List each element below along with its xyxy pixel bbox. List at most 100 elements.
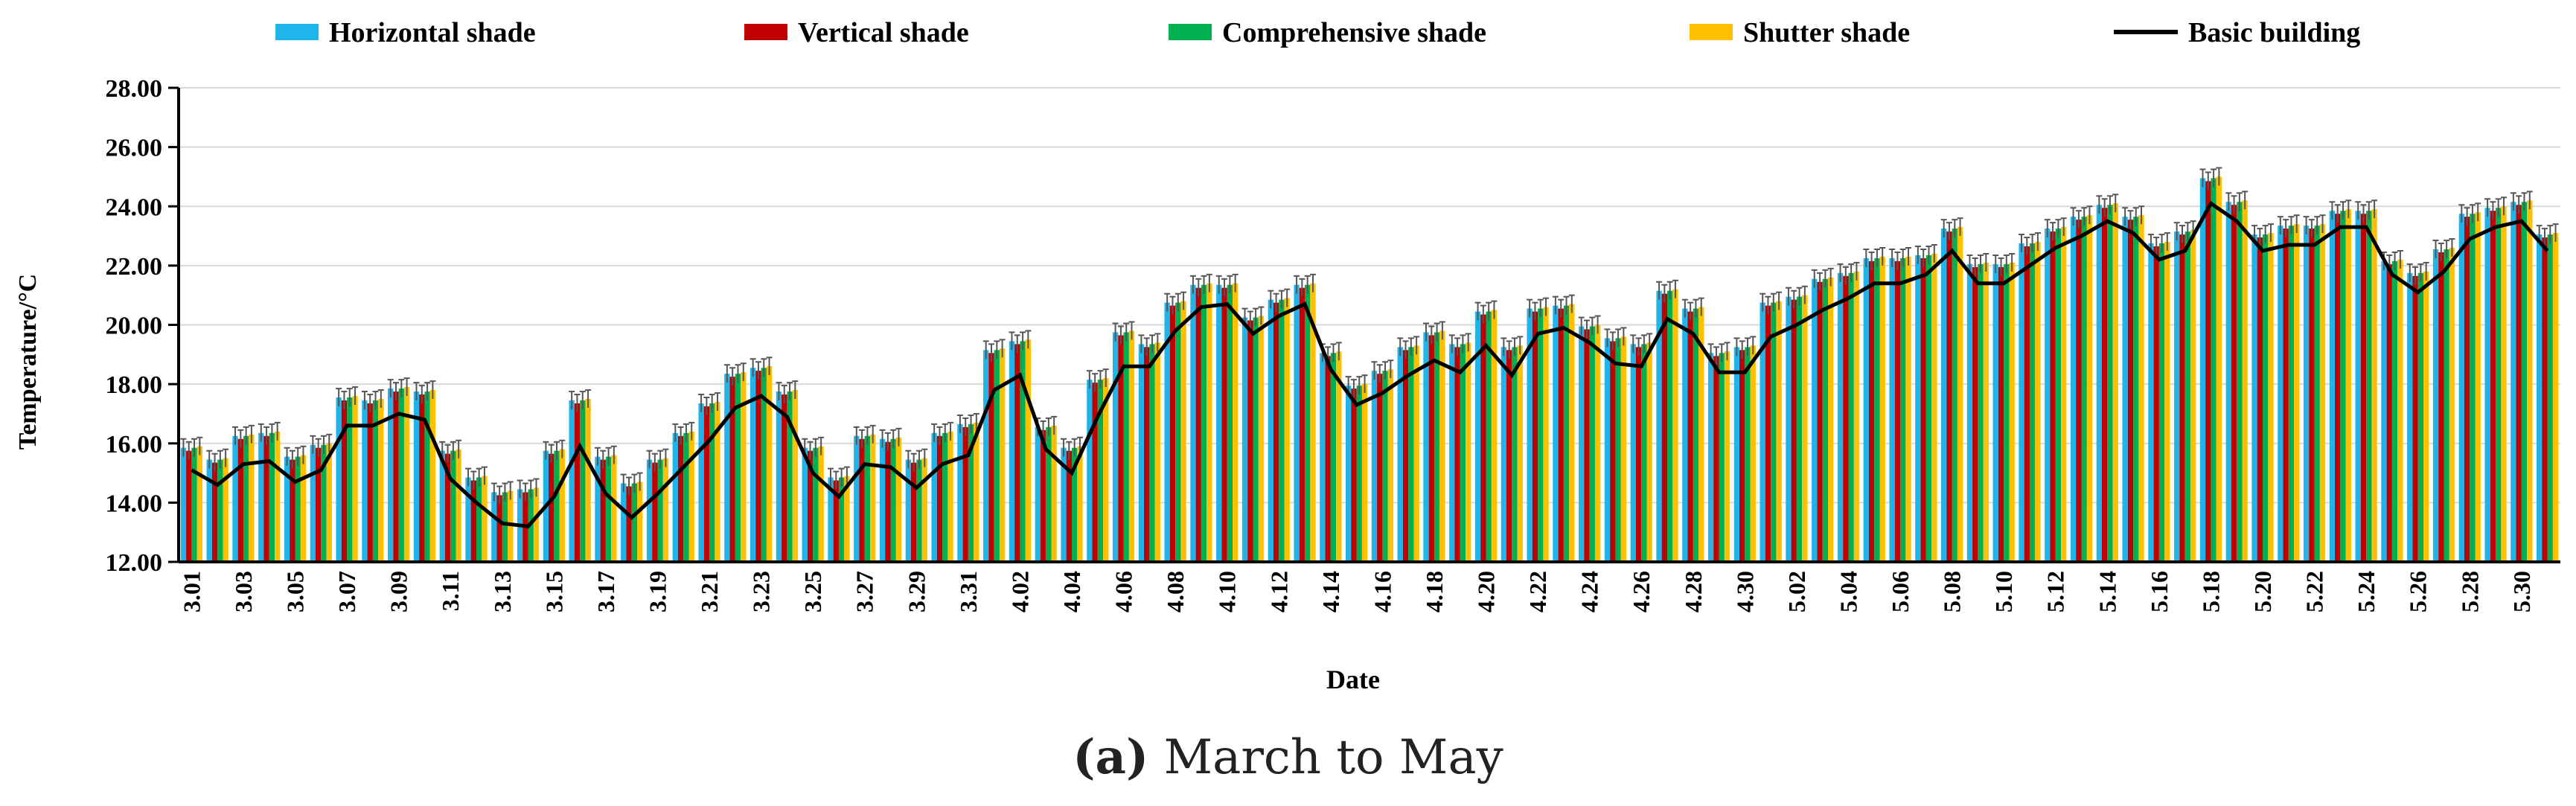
x-tick-label: 4.18 [1421, 571, 1448, 613]
bar [2158, 243, 2165, 562]
bar [1983, 262, 1989, 562]
caption-text: March to May [1148, 730, 1503, 785]
x-tick-label: 4.28 [1680, 571, 1707, 613]
bar [2335, 214, 2341, 562]
bar [2329, 211, 2336, 562]
legend-item: Vertical shade [744, 17, 969, 48]
y-tick-label: 12.00 [106, 549, 163, 577]
bar [1527, 308, 1533, 562]
bar [569, 400, 575, 562]
bar [646, 459, 653, 562]
bar [787, 391, 793, 562]
bar [393, 391, 399, 562]
figure-caption: (a) March to May [0, 729, 2576, 785]
bar [295, 456, 301, 562]
bar [1253, 317, 1259, 562]
bar [1408, 347, 1414, 562]
bar [1863, 258, 1869, 562]
bar [482, 476, 488, 562]
bar [1241, 317, 1248, 562]
bar [1227, 284, 1233, 562]
x-tick-label: 3.21 [696, 571, 723, 613]
bar [637, 482, 643, 562]
bar [1190, 284, 1196, 562]
bar [595, 456, 601, 562]
bar [2268, 233, 2274, 562]
bar [2432, 249, 2439, 562]
legend-swatch [1169, 24, 1212, 40]
legend-label: Horizontal shade [329, 17, 536, 48]
bar [1305, 284, 1311, 562]
x-tick-label: 4.02 [1006, 571, 1033, 613]
bar [1517, 345, 1523, 562]
x-tick-label: 5.08 [1939, 571, 1966, 613]
bar [243, 435, 249, 562]
x-tick-label: 5.16 [2146, 571, 2173, 613]
bar [1672, 289, 1678, 562]
bar [1765, 305, 1771, 562]
bar [2061, 227, 2067, 562]
bar [533, 487, 540, 562]
bar [439, 450, 445, 562]
bar [2496, 208, 2502, 562]
bar [2527, 200, 2533, 562]
x-tick-label: 5.10 [1990, 571, 2017, 613]
bar [1279, 299, 1285, 562]
bar [290, 459, 295, 562]
y-tick-label: 24.00 [106, 193, 163, 221]
bar [2138, 215, 2144, 562]
bar [2035, 242, 2041, 562]
bar [2552, 233, 2559, 562]
bar [1377, 374, 1383, 562]
bar [895, 437, 902, 562]
bar [1630, 344, 1636, 562]
x-tick-label: 3.27 [851, 571, 878, 613]
bar [828, 477, 834, 562]
bar [1941, 228, 1947, 562]
bar [947, 431, 953, 562]
bar [1423, 332, 1429, 562]
bar [879, 438, 886, 562]
bar [2470, 214, 2476, 562]
y-tick-label: 16.00 [106, 431, 163, 458]
bar [968, 423, 974, 562]
bar [2257, 237, 2263, 562]
bar [1594, 324, 1601, 562]
bar [2133, 217, 2139, 562]
bar [2309, 228, 2315, 562]
legend-swatch [275, 24, 319, 40]
bar [1434, 332, 1440, 562]
bar [1925, 255, 1932, 562]
bar [372, 400, 379, 562]
y-tick-label: 18.00 [106, 371, 163, 399]
bar [310, 444, 316, 562]
bar [1009, 341, 1015, 562]
bar [859, 438, 865, 562]
bar [2417, 272, 2423, 562]
bar [1258, 316, 1265, 562]
bar [1874, 258, 1880, 562]
bar [559, 449, 565, 562]
bar [1169, 305, 1176, 562]
legend-swatch [1690, 24, 1733, 40]
bar [269, 432, 275, 562]
bar [1868, 260, 1875, 562]
bar [1760, 302, 1765, 562]
legend-label: Shutter shade [1743, 17, 1910, 48]
bar [1713, 356, 1719, 562]
bar [2122, 217, 2128, 562]
bar [413, 391, 420, 562]
bar [326, 443, 332, 562]
bar [611, 455, 617, 562]
bar [1719, 353, 1725, 562]
bar [2070, 217, 2077, 562]
bar [1957, 227, 1963, 562]
bar [1817, 281, 1823, 562]
legend: Horizontal shade Vertical shade Comprehens… [275, 17, 2360, 48]
bar [1460, 344, 1466, 562]
x-tick-label: 3.29 [903, 571, 930, 613]
bar [367, 403, 373, 562]
bar [2153, 246, 2159, 562]
bar [2009, 262, 2015, 562]
bar [2521, 202, 2528, 562]
